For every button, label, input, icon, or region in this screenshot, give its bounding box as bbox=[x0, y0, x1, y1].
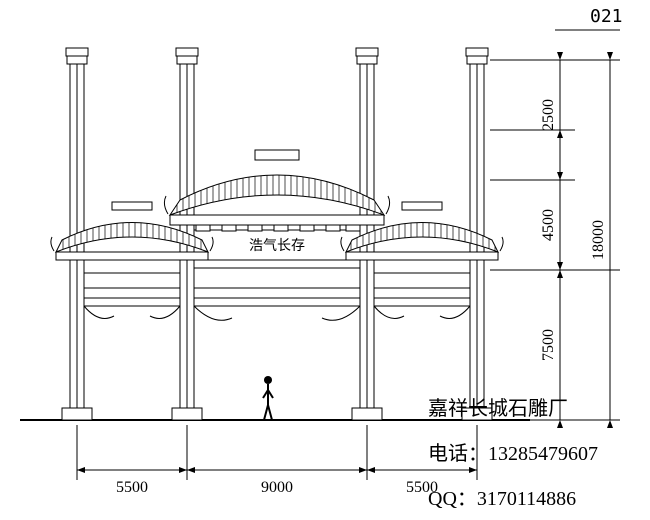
drawing-canvas: 浩气长存 5500 9000 5500 7500 4500 2500 18000… bbox=[0, 0, 650, 520]
dim-bottom-left: 5500 bbox=[116, 479, 148, 496]
phone-label: 电话： bbox=[428, 442, 488, 465]
plaque-inscription: 浩气长存 bbox=[249, 238, 305, 254]
svg-text:QQ：3170114886: QQ：3170114886 bbox=[428, 488, 576, 510]
dim-bottom-center: 9000 bbox=[261, 479, 293, 496]
company-name: 嘉祥长城石雕厂 bbox=[428, 397, 568, 420]
svg-text:电话：13285479607: 电话：13285479607 bbox=[428, 442, 598, 465]
dim-right-mid: 4500 bbox=[540, 209, 557, 241]
right-dimensions: 7500 4500 2500 18000 bbox=[490, 30, 620, 428]
drawing-id: 021 bbox=[590, 6, 623, 27]
phone-number: 13285479607 bbox=[488, 443, 598, 465]
dim-right-top: 2500 bbox=[540, 99, 557, 131]
qq-label: QQ： bbox=[428, 488, 477, 510]
center-roof bbox=[164, 150, 389, 231]
dim-right-total: 18000 bbox=[590, 220, 607, 260]
qq-number: 3170114886 bbox=[477, 488, 576, 510]
bottom-dimensions: 5500 9000 5500 bbox=[77, 425, 477, 496]
contact-block: 嘉祥长城石雕厂 电话：13285479607 QQ：3170114886 bbox=[428, 397, 598, 510]
dim-right-bottom: 7500 bbox=[540, 329, 557, 361]
lower-beams bbox=[84, 288, 470, 320]
human-scale-figure bbox=[263, 376, 273, 420]
